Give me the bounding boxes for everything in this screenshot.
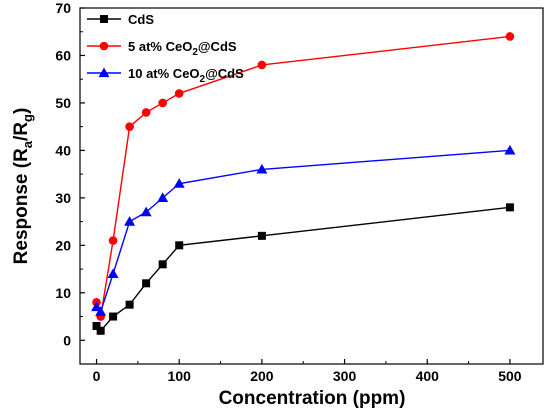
y-axis-title-middle: /R [11,122,32,141]
legend-item-1-marker [100,15,108,23]
series-1-point [125,300,134,309]
legend-item-2: 5 at% CeO2@CdS [87,39,237,58]
series-3-point [107,268,119,278]
series-2-point [108,236,118,245]
series-3-point [256,163,268,174]
series-1-point [158,260,167,269]
series-2-point [125,122,134,131]
series-1-point [505,203,514,212]
series-1-point [96,326,105,335]
series-3-point [95,306,107,316]
series-2-point [141,108,151,117]
y-axis-title-suffix: ) [11,108,32,114]
legend-item-3-label-suffix: @CdS [205,66,244,81]
x-tick-label: 200 [250,368,274,384]
series-2-point [174,89,184,98]
y-axis-title-subscript-g: g [20,114,35,122]
series-3-point [124,216,136,226]
series-1-point [142,279,151,288]
legend-item-1-label: CdS [128,12,154,27]
series-3-point [157,192,169,202]
y-tick-label: 70 [55,0,71,16]
series-2-point [505,32,515,41]
series-3-point [504,144,516,155]
legend-item-2-label-subscript: 2 [192,47,198,58]
legend-item-1: CdS [87,12,154,27]
series-layer [91,32,516,335]
legend-item-3-label-main: 10 at% CeO [128,66,200,81]
plot-frame [79,7,544,365]
legend-item-1-label-main: CdS [128,12,154,27]
y-axis-title: Response (Ra/Rg) [11,108,35,265]
y-tick-label: 20 [55,237,71,253]
series-2-point [257,60,267,70]
series-1 [92,203,514,335]
x-tick-label: 400 [416,368,440,384]
series-3-point [173,178,185,188]
y-tick-label: 50 [55,95,71,111]
legend-item-3-marker [98,67,110,78]
legend-item-2-label-main: 5 at% CeO [128,39,192,54]
y-tick-label: 30 [55,190,71,206]
axis-ticks: 0 100 200 300 400 500 0 10 20 30 40 50 60 70 [55,0,521,384]
y-tick-label: 10 [55,285,71,301]
x-tick-label: 0 [93,368,101,384]
y-tick-label: 40 [55,142,71,158]
y-tick-label: 0 [63,332,71,348]
series-3 [91,144,516,316]
y-axis-title-subscript-a: a [20,140,35,148]
series-1-point [257,231,266,240]
legend-item-3: 10 at% CeO2@CdS [87,66,244,85]
series-1-point [175,241,184,250]
series-1-line [96,206,511,332]
series-1-point [92,322,101,331]
legend-item-2-label: 5 at% CeO2@CdS [128,39,237,58]
series-3-point [140,206,152,217]
y-axis-title-prefix: Response (R [11,148,32,264]
x-tick-label: 500 [498,368,522,384]
x-tick-label: 100 [168,368,192,384]
legend-item-2-marker [99,41,109,51]
series-2-point [158,98,167,108]
legend-item-3-label: 10 at% CeO2@CdS [128,66,244,85]
y-tick-label: 60 [55,47,71,63]
legend-item-2-label-suffix: @CdS [198,39,237,54]
legend-item-3-label-subscript: 2 [200,74,206,85]
x-tick-label: 300 [333,368,357,384]
series-1-point [109,312,118,321]
x-axis-title: Concentration (ppm) [219,388,406,409]
